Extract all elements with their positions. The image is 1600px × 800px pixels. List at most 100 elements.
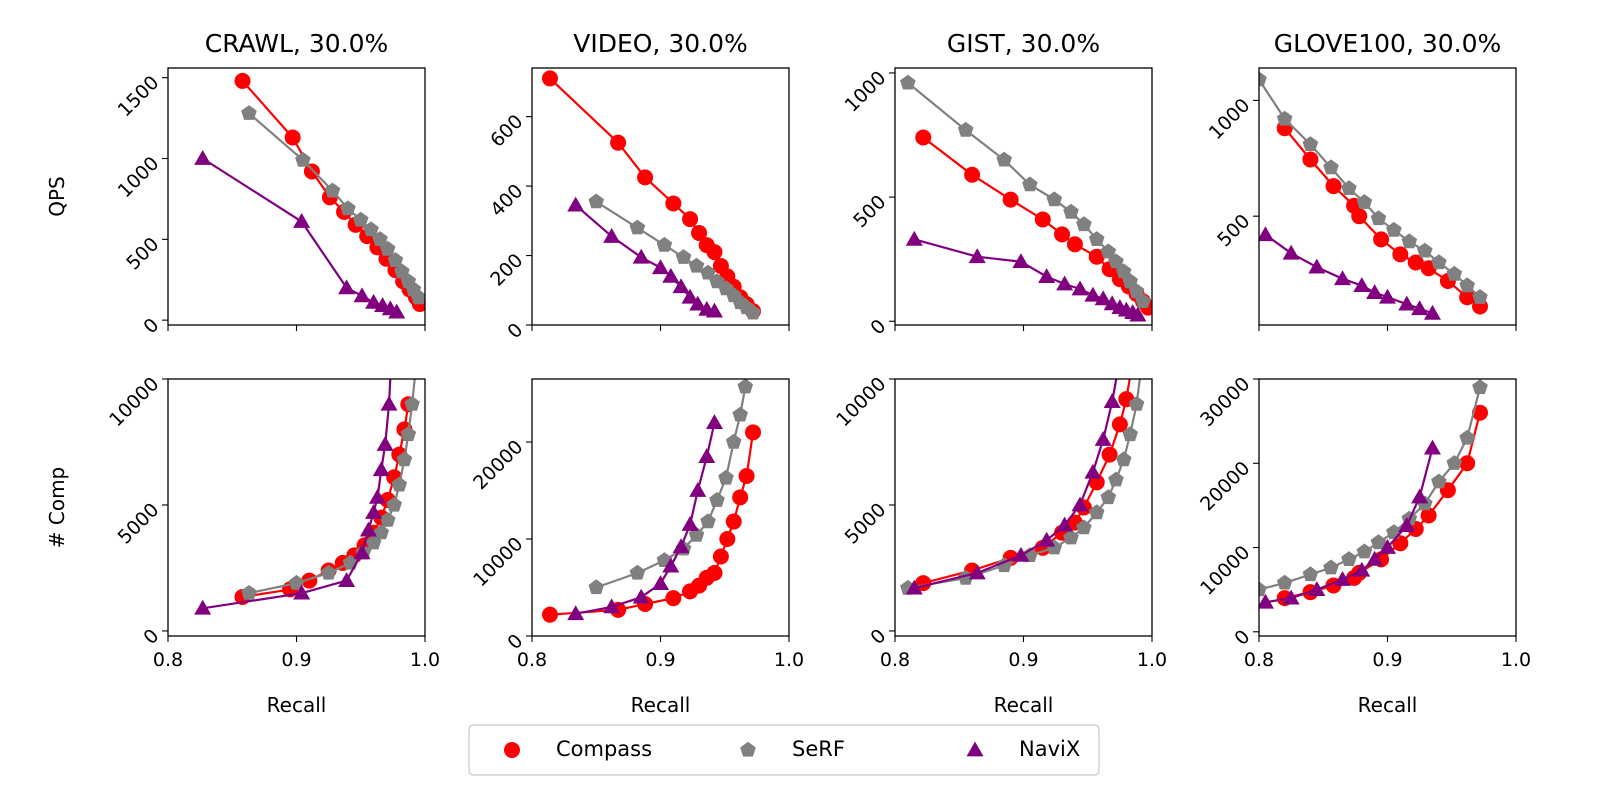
point-serf bbox=[1446, 265, 1463, 281]
x-tick-label: 1.0 bbox=[410, 649, 440, 671]
y-tick-label: 0 bbox=[1230, 626, 1254, 650]
point-serf bbox=[737, 379, 754, 394]
series-navix bbox=[567, 196, 723, 318]
point-navix bbox=[652, 259, 669, 275]
y-tick-label: 10000 bbox=[1196, 541, 1254, 599]
point-navix bbox=[672, 278, 690, 294]
y-tick-label: 1000 bbox=[841, 67, 891, 117]
point-navix bbox=[353, 287, 371, 303]
legend-marker-compass bbox=[504, 742, 520, 758]
point-compass bbox=[1302, 151, 1319, 168]
point-navix bbox=[380, 395, 398, 411]
x-tick-label: 1.0 bbox=[1137, 649, 1167, 671]
series-serf bbox=[588, 193, 761, 320]
point-navix bbox=[194, 599, 212, 615]
point-compass bbox=[1373, 231, 1390, 248]
point-serf bbox=[1446, 455, 1463, 470]
y-tick-label: 500 bbox=[849, 191, 890, 232]
point-navix bbox=[1094, 430, 1112, 446]
point-serf bbox=[410, 289, 425, 305]
y-tick-label: 1500 bbox=[114, 72, 164, 122]
y-tick-label: 10000 bbox=[469, 533, 527, 591]
legend-label: Compass bbox=[556, 737, 652, 761]
x-axis-label: Recall bbox=[267, 693, 327, 717]
point-serf bbox=[1135, 293, 1151, 308]
point-navix bbox=[603, 227, 621, 243]
point-serf bbox=[1341, 551, 1357, 566]
panel-qps-4: 500 1000 GLOVE100, 30.0% bbox=[1205, 29, 1517, 331]
point-navix bbox=[1353, 561, 1371, 577]
panel-qps-2: 0 200 400 600 VIDEO, 30.0% bbox=[486, 29, 790, 343]
point-serf bbox=[241, 105, 257, 120]
point-serf bbox=[1076, 519, 1092, 535]
plot-frame bbox=[894, 67, 1153, 326]
y-tick-label: 20000 bbox=[1196, 457, 1254, 515]
point-compass bbox=[1325, 178, 1342, 195]
point-serf bbox=[1276, 110, 1293, 126]
point-navix bbox=[632, 248, 650, 264]
point-compass bbox=[691, 224, 708, 241]
y-tick-label: 5000 bbox=[841, 499, 891, 549]
point-navix bbox=[365, 504, 383, 519]
point-serf bbox=[1088, 231, 1105, 246]
point-navix bbox=[632, 588, 650, 604]
point-compass bbox=[1034, 211, 1051, 228]
x-axis-label: Recall bbox=[631, 693, 691, 717]
point-serf bbox=[363, 221, 379, 237]
point-navix bbox=[1071, 496, 1089, 512]
y-tick-label: 0 bbox=[866, 315, 890, 339]
point-serf bbox=[1459, 429, 1475, 445]
y-axis-label: QPS bbox=[45, 176, 69, 217]
point-serf bbox=[1063, 529, 1079, 545]
panel-comp-1: 0.8 0.9 1.0 0 5000 10000 Recall # Comp bbox=[45, 358, 440, 717]
legend: Compass SeRF NaviX bbox=[468, 724, 1100, 776]
series-serf bbox=[900, 379, 1145, 595]
point-navix bbox=[905, 579, 923, 595]
point-serf bbox=[1259, 581, 1267, 597]
series-navix bbox=[194, 379, 398, 615]
point-compass bbox=[1054, 226, 1071, 243]
point-navix bbox=[1334, 270, 1352, 286]
point-navix bbox=[1411, 488, 1429, 504]
point-compass bbox=[1002, 191, 1019, 208]
series-serf bbox=[900, 74, 1151, 308]
point-serf bbox=[1356, 194, 1373, 209]
point-compass bbox=[541, 606, 558, 623]
point-navix bbox=[968, 248, 986, 264]
point-serf bbox=[1417, 242, 1433, 258]
point-compass bbox=[1066, 236, 1083, 253]
point-serf bbox=[408, 358, 424, 373]
series-navix bbox=[1259, 439, 1441, 609]
x-tick-label: 0.8 bbox=[153, 649, 183, 671]
point-serf bbox=[709, 492, 725, 507]
point-serf bbox=[353, 211, 369, 227]
point-serf bbox=[386, 496, 402, 512]
panel-title: CRAWL, 30.0% bbox=[205, 29, 389, 58]
point-serf bbox=[1370, 534, 1387, 550]
point-navix bbox=[652, 575, 669, 591]
series-navix bbox=[1259, 226, 1441, 320]
point-navix bbox=[1353, 277, 1371, 293]
point-serf bbox=[1356, 543, 1373, 559]
point-navix bbox=[905, 230, 923, 246]
point-compass bbox=[665, 590, 682, 607]
point-serf bbox=[732, 406, 748, 422]
point-serf bbox=[1459, 277, 1475, 293]
point-navix bbox=[1411, 300, 1429, 316]
point-navix bbox=[388, 303, 406, 319]
point-serf bbox=[1100, 243, 1117, 259]
point-serf bbox=[957, 121, 974, 137]
point-compass bbox=[706, 244, 723, 261]
point-navix bbox=[705, 302, 723, 318]
plot-frame bbox=[1258, 67, 1517, 326]
point-navix bbox=[372, 461, 390, 477]
point-serf bbox=[1076, 216, 1092, 232]
point-serf bbox=[748, 337, 764, 352]
point-compass bbox=[1392, 535, 1409, 552]
panel-title: GLOVE100, 30.0% bbox=[1274, 29, 1502, 58]
point-navix bbox=[1056, 275, 1074, 291]
point-navix bbox=[365, 293, 383, 309]
point-serf bbox=[387, 252, 404, 267]
point-serf bbox=[725, 433, 742, 449]
point-compass bbox=[665, 195, 682, 212]
